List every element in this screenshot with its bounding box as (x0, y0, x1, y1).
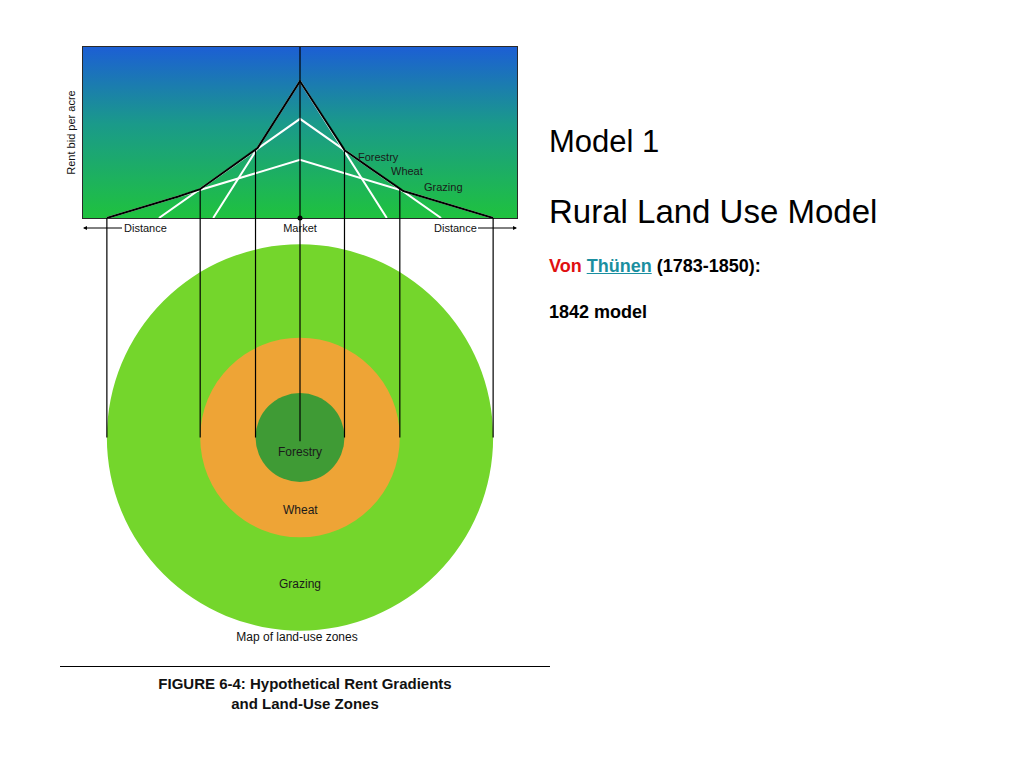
svg-text:Distance: Distance (434, 222, 477, 234)
svg-text:Market: Market (283, 222, 317, 234)
svg-text:Wheat: Wheat (391, 165, 423, 177)
html-text:Map of land-use zones: Map of land-use zones (236, 630, 358, 644)
svg-text:Rent bid per acre: Rent bid per acre (65, 90, 77, 174)
svg-text:Forestry: Forestry (278, 445, 322, 459)
html-text:Von Thünen (1783-1850):: Von Thünen (1783-1850): (549, 256, 761, 276)
svg-text:Distance: Distance (124, 222, 167, 234)
html-text:Rural Land Use Model: Rural Land Use Model (549, 193, 878, 230)
html-text:and Land-Use Zones: and Land-Use Zones (231, 695, 379, 712)
svg-text:Grazing: Grazing (279, 577, 321, 591)
html-text:Model 1: Model 1 (549, 124, 660, 159)
html-text:FIGURE 6-4: Hypothetical Rent: FIGURE 6-4: Hypothetical Rent Gradients (158, 675, 452, 692)
svg-text:Forestry: Forestry (358, 151, 399, 163)
svg-text:Grazing: Grazing (424, 181, 463, 193)
svg-text:Wheat: Wheat (283, 503, 318, 517)
html-text:1842 model: 1842 model (549, 302, 648, 322)
